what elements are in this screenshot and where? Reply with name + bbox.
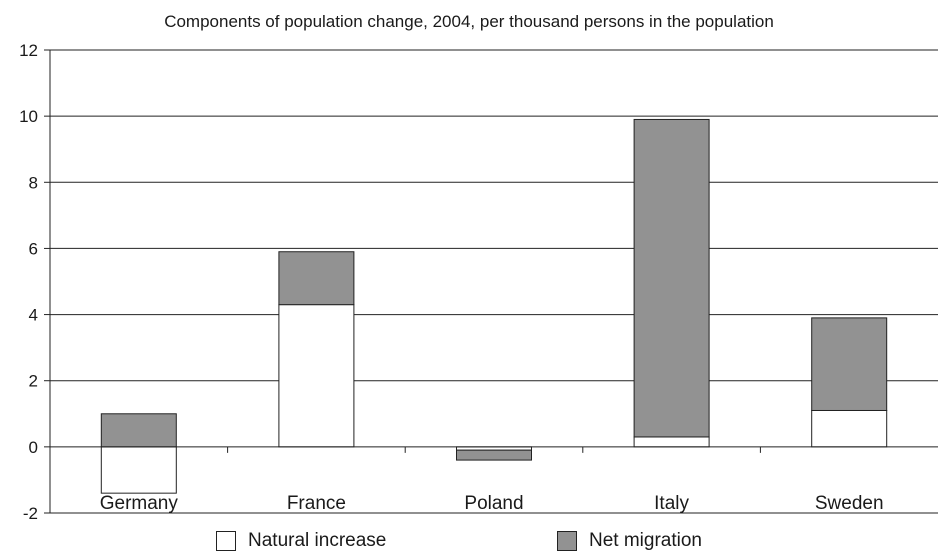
bar-net-migration-poland [456, 449, 532, 461]
legend-label-natural-increase: Natural increase [248, 530, 387, 551]
bar-natural-increase-sweden [811, 409, 888, 448]
bar-natural-increase-france [278, 304, 355, 448]
x-tick-label: Germany [100, 493, 179, 514]
legend-item-net-migration: Net migration [557, 530, 702, 552]
bar-net-migration-germany [100, 413, 177, 448]
x-tick-labels: Germany France Poland Italy Sweden [100, 493, 884, 514]
y-tick-label: 4 [29, 306, 38, 325]
y-tick-label: 10 [19, 107, 38, 126]
x-tick-label: Sweden [815, 493, 884, 514]
x-tick-label: France [287, 493, 346, 514]
bar-natural-increase-italy [633, 436, 710, 448]
y-tick-label: 12 [19, 41, 38, 60]
bar-natural-increase-germany [100, 446, 177, 494]
gridlines [50, 49, 938, 514]
y-tick-label: -2 [23, 504, 38, 523]
axes [44, 49, 938, 514]
x-tick-label: Poland [464, 493, 523, 514]
chart-title: Components of population change, 2004, p… [164, 12, 774, 31]
bar-net-migration-france [278, 251, 355, 306]
bar-net-migration-sweden [811, 317, 888, 411]
legend-item-natural-increase: Natural increase [216, 530, 386, 552]
y-tick-label: 0 [29, 438, 38, 457]
legend-swatch-net-migration [557, 531, 577, 551]
bars [100, 118, 888, 494]
y-tick-label: 8 [29, 173, 38, 192]
x-tick-label: Italy [654, 493, 689, 514]
y-tick-label: 6 [29, 239, 38, 258]
bar-net-migration-italy [633, 118, 710, 438]
legend-label-net-migration: Net migration [589, 530, 702, 551]
legend-swatch-natural-increase [216, 531, 236, 551]
y-tick-labels: -2 0 2 4 6 8 10 12 [19, 41, 38, 523]
y-tick-label: 2 [29, 372, 38, 391]
legend: Natural increase Net migration [0, 530, 938, 556]
